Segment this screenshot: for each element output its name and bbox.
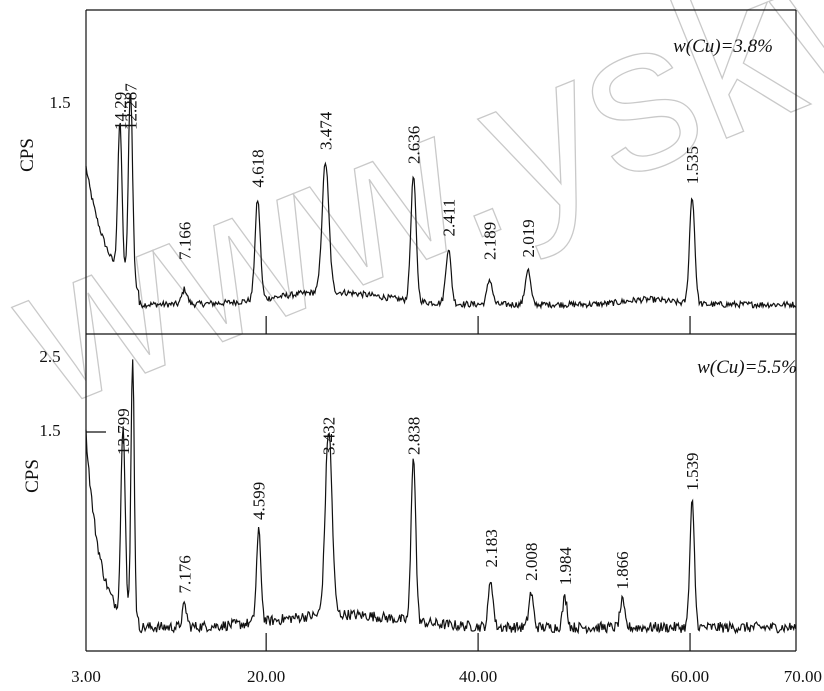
peak-label-top-2: 7.166 <box>176 222 195 260</box>
peak-label-top-1: 12.287 <box>122 83 141 130</box>
peak-label-bottom-5: 2.183 <box>482 529 501 567</box>
x-tick-label-4: 70.00 <box>784 667 822 686</box>
peak-label-bottom-8: 1.866 <box>613 551 632 589</box>
x-tick-labels: 3.00 20.00 40.00 60.00 70.00 <box>71 667 822 686</box>
peak-label-top-0: 14.29 <box>111 92 130 130</box>
top-ytick-1-5: 1.5 <box>49 93 70 112</box>
top-axis-ticks <box>265 316 691 334</box>
peak-label-top-4: 3.474 <box>316 111 335 150</box>
top-annotation: w(Cu)=3.8% <box>673 36 773 57</box>
peak-label-bottom-4: 2.838 <box>404 417 423 455</box>
bottom-ytick-1-5: 1.5 <box>39 421 60 440</box>
x-tick-label-1: 20.00 <box>247 667 285 686</box>
peak-label-bottom-3: 3.432 <box>320 417 339 455</box>
peak-label-top-8: 2.019 <box>519 219 538 257</box>
peak-label-bottom-2: 4.599 <box>250 482 269 520</box>
peak-label-top-5: 2.636 <box>404 126 423 164</box>
peak-label-bottom-6: 2.008 <box>522 543 541 581</box>
peak-label-top-3: 4.618 <box>249 149 268 187</box>
bottom-ylabel: CPS <box>22 459 43 493</box>
x-tick-label-0: 3.00 <box>71 667 101 686</box>
bottom-panel: 13.799 7.176 4.599 3.432 2.838 2.183 2.008 1.98… <box>22 334 822 686</box>
x-tick-label-3: 60.00 <box>671 667 709 686</box>
bottom-axis-ticks <box>265 633 691 651</box>
top-diffraction-trace <box>85 93 797 310</box>
bottom-diffraction-trace <box>85 359 797 635</box>
peak-label-bottom-1: 7.176 <box>176 555 195 593</box>
peak-label-top-6: 2.411 <box>439 199 458 237</box>
peak-label-bottom-0: 13.799 <box>114 408 133 455</box>
peak-label-bottom-9: 1.539 <box>683 452 702 490</box>
x-tick-label-2: 40.00 <box>459 667 497 686</box>
bottom-annotation: w(Cu)=5.5% <box>697 357 797 378</box>
top-ylabel: CPS <box>17 138 38 172</box>
bottom-peak-labels: 13.799 7.176 4.599 3.432 2.838 2.183 2.008 1.98… <box>114 408 702 593</box>
bottom-ytick-2-5: 2.5 <box>39 347 60 366</box>
peak-label-bottom-7: 1.984 <box>556 547 575 586</box>
peak-label-top-9: 1.535 <box>683 146 702 184</box>
peak-label-top-7: 2.189 <box>481 222 500 260</box>
